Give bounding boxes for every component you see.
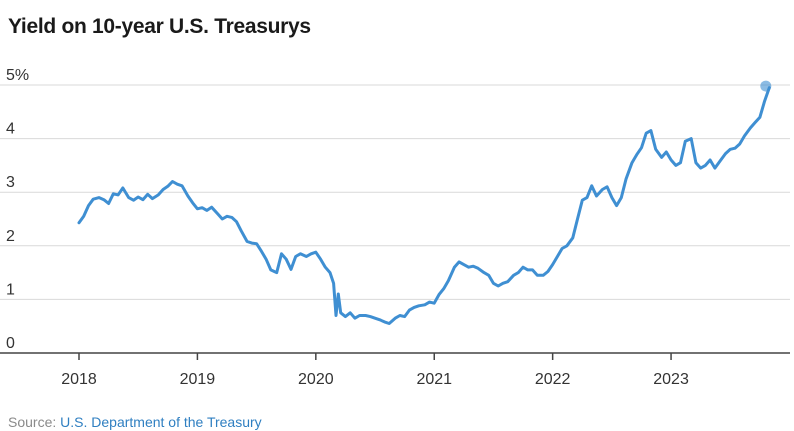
x-axis-labels: 2018 2019 2020 2021 2022 2023 <box>61 371 689 388</box>
x-tick-label-2020: 2020 <box>298 371 334 388</box>
y-tick-label-4: 4 <box>6 121 15 138</box>
source-link[interactable]: U.S. Department of the Treasury <box>60 414 262 430</box>
x-axis-ticks <box>78 353 672 360</box>
chart-title: Yield on 10-year U.S. Treasurys <box>8 15 311 38</box>
y-tick-label-3: 3 <box>6 174 15 191</box>
y-tick-label-1: 1 <box>6 281 15 298</box>
x-tick-label-2023: 2023 <box>653 371 689 388</box>
y-tick-label-2: 2 <box>6 228 15 245</box>
y-tick-label-5: 5% <box>6 67 29 84</box>
y-tick-label-0: 0 <box>6 335 15 352</box>
source-note: Source: U.S. Department of the Treasury <box>8 414 262 430</box>
x-tick-label-2022: 2022 <box>535 371 571 388</box>
yield-series-line <box>77 86 771 325</box>
gridlines <box>0 84 790 300</box>
x-tick-label-2018: 2018 <box>61 371 97 388</box>
latest-value-marker <box>760 80 772 92</box>
x-tick-label-2021: 2021 <box>416 371 452 388</box>
x-tick-label-2019: 2019 <box>180 371 216 388</box>
y-axis-labels: 5% 4 3 2 1 0 <box>6 67 29 352</box>
source-prefix: Source: <box>8 414 61 430</box>
